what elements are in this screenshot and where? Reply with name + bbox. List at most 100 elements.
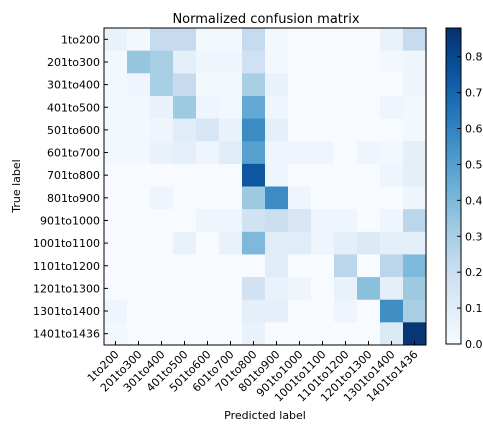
heatmap-cell: [403, 73, 426, 96]
heatmap-cell: [219, 119, 242, 142]
colorbar: [446, 28, 461, 344]
heatmap-cell: [265, 51, 288, 74]
colorbar-tick-label: 0.4: [465, 194, 483, 207]
heatmap-cell: [150, 277, 173, 300]
heatmap-cell: [173, 51, 196, 74]
heatmap-cell: [127, 232, 150, 255]
heatmap-cell: [265, 119, 288, 142]
heatmap-cell: [219, 209, 242, 232]
heatmap-cell: [380, 96, 403, 119]
heatmap-cell: [334, 187, 357, 210]
heatmap-cell: [173, 209, 196, 232]
x-axis-label: Predicted label: [224, 409, 306, 422]
heatmap-cell: [127, 119, 150, 142]
heatmap-cell: [380, 28, 403, 51]
heatmap-cell: [127, 164, 150, 187]
heatmap-cells: [104, 28, 426, 345]
y-tick-label: 801to900: [47, 192, 100, 205]
heatmap-cell: [334, 164, 357, 187]
heatmap-cell: [265, 300, 288, 323]
heatmap-cell: [265, 96, 288, 119]
heatmap-cell: [265, 232, 288, 255]
heatmap-cell: [380, 187, 403, 210]
heatmap-cell: [403, 300, 426, 323]
heatmap-cell: [242, 51, 265, 74]
heatmap-cell: [173, 28, 196, 51]
heatmap-cell: [265, 73, 288, 96]
heatmap-cell: [127, 28, 150, 51]
heatmap-cell: [357, 300, 380, 323]
colorbar-tick-label: 0.0: [465, 338, 483, 351]
heatmap-cell: [334, 141, 357, 164]
heatmap-cell: [265, 209, 288, 232]
heatmap-cell: [288, 96, 311, 119]
y-tick-label: 1101to1200: [33, 260, 100, 273]
heatmap-cell: [311, 28, 334, 51]
heatmap-cell: [288, 28, 311, 51]
heatmap-cell: [196, 28, 219, 51]
colorbar-tick-label: 0.5: [465, 158, 483, 171]
heatmap-cell: [357, 277, 380, 300]
heatmap-cell: [242, 209, 265, 232]
heatmap-cell: [311, 141, 334, 164]
heatmap-cell: [242, 254, 265, 277]
heatmap-cell: [196, 96, 219, 119]
heatmap-cell: [127, 277, 150, 300]
heatmap-cell: [265, 187, 288, 210]
heatmap-cell: [219, 254, 242, 277]
heatmap-cell: [380, 51, 403, 74]
heatmap-cell: [311, 209, 334, 232]
heatmap-cell: [265, 277, 288, 300]
heatmap-cell: [380, 141, 403, 164]
heatmap-cell: [311, 73, 334, 96]
heatmap-cell: [334, 96, 357, 119]
heatmap-cell: [150, 209, 173, 232]
heatmap-cell: [403, 141, 426, 164]
heatmap-cell: [357, 164, 380, 187]
chart-title: Normalized confusion matrix: [172, 12, 359, 27]
heatmap-cell: [311, 164, 334, 187]
heatmap-cell: [219, 164, 242, 187]
heatmap-cell: [380, 277, 403, 300]
heatmap-cell: [196, 254, 219, 277]
heatmap-cell: [196, 300, 219, 323]
heatmap-cell: [357, 51, 380, 74]
heatmap-cell: [219, 232, 242, 255]
heatmap-cell: [127, 254, 150, 277]
heatmap-cell: [265, 164, 288, 187]
heatmap-cell: [242, 96, 265, 119]
y-tick-label: 501to600: [47, 124, 100, 137]
heatmap-cell: [334, 254, 357, 277]
heatmap-cell: [288, 277, 311, 300]
heatmap-cell: [242, 187, 265, 210]
heatmap-cell: [288, 232, 311, 255]
heatmap-cell: [380, 73, 403, 96]
heatmap-cell: [334, 300, 357, 323]
heatmap-cell: [288, 209, 311, 232]
heatmap-cell: [173, 232, 196, 255]
heatmap-cell: [311, 51, 334, 74]
heatmap-cell: [334, 28, 357, 51]
heatmap-cell: [127, 141, 150, 164]
heatmap-cell: [380, 232, 403, 255]
heatmap-cell: [173, 300, 196, 323]
heatmap-cell: [357, 232, 380, 255]
heatmap-cell: [127, 209, 150, 232]
heatmap-cell: [265, 28, 288, 51]
heatmap-cell: [403, 96, 426, 119]
heatmap-cell: [403, 28, 426, 51]
colorbar-tick-label: 0.8: [465, 51, 483, 64]
heatmap-cell: [173, 187, 196, 210]
heatmap-cell: [311, 187, 334, 210]
heatmap-cell: [196, 119, 219, 142]
heatmap-cell: [311, 300, 334, 323]
heatmap-cell: [334, 209, 357, 232]
colorbar-tick-label: 0.6: [465, 123, 483, 136]
heatmap-cell: [357, 254, 380, 277]
heatmap-cell: [288, 187, 311, 210]
heatmap-cell: [127, 73, 150, 96]
heatmap-cell: [219, 300, 242, 323]
heatmap-cell: [173, 73, 196, 96]
heatmap-cell: [127, 187, 150, 210]
